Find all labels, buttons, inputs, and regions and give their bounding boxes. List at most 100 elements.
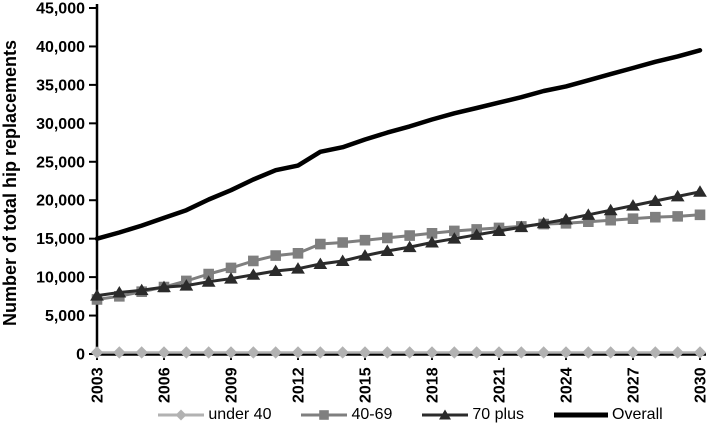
y-tick-label: 0 <box>76 347 85 364</box>
data-point-marker <box>426 227 438 239</box>
data-point-marker <box>224 272 238 284</box>
x-tick-label: 2006 <box>157 367 174 403</box>
legend-item-70-plus: 70 plus <box>422 406 524 424</box>
x-tick-label: 2012 <box>291 367 308 403</box>
legend-label-70-plus: 70 plus <box>472 406 524 423</box>
data-point-marker <box>650 211 661 223</box>
data-point-marker <box>315 238 326 250</box>
data-point-marker <box>203 268 214 280</box>
legend-swatch-under-40 <box>158 409 205 421</box>
data-point-marker <box>605 214 616 226</box>
data-point-marker <box>581 208 596 220</box>
data-point-marker <box>537 346 550 359</box>
data-point-marker <box>603 203 618 216</box>
y-tick-label: 10,000 <box>36 270 85 287</box>
legend-swatch-overall <box>554 412 608 418</box>
data-point-marker <box>559 212 573 225</box>
data-point-marker <box>359 234 371 246</box>
series-line-overall <box>94 48 703 241</box>
data-point-marker <box>90 346 104 359</box>
data-point-marker <box>202 346 215 359</box>
y-tick-label: 20,000 <box>36 193 85 210</box>
data-point-marker <box>381 346 394 359</box>
data-point-marker <box>269 346 282 359</box>
x-tick-label: 2024 <box>559 367 576 403</box>
data-point-marker <box>135 346 148 359</box>
x-tick-label: 2009 <box>224 367 241 403</box>
data-point-marker <box>270 250 281 261</box>
data-point-marker <box>90 289 104 301</box>
data-point-marker <box>425 346 439 359</box>
data-point-marker <box>449 225 460 237</box>
series-line-40-69 <box>95 213 702 301</box>
data-point-marker <box>492 346 506 359</box>
data-point-marker <box>358 249 372 261</box>
axes: 0 5,000 10,000 15,000 20,000 25,000 30,000 35,0… <box>36 1 709 404</box>
data-point-marker <box>358 346 372 359</box>
data-point-marker <box>447 232 462 244</box>
legend-swatch-40-69 <box>301 410 348 420</box>
y-tick-label: 5,000 <box>45 308 85 325</box>
data-point-marker <box>382 232 393 244</box>
data-point-marker <box>247 346 260 359</box>
data-point-marker <box>693 346 707 359</box>
data-point-marker <box>403 346 416 359</box>
data-point-marker <box>649 346 662 359</box>
legend-swatch-70-plus <box>422 409 469 420</box>
data-point-marker <box>694 209 706 221</box>
series-line-70-plus <box>95 190 702 298</box>
legend-item-overall: Overall <box>554 406 663 424</box>
data-point-marker <box>335 254 350 266</box>
series-under-40 <box>90 346 707 359</box>
data-point-marker <box>112 286 127 298</box>
legend-label-40-69: 40-69 <box>351 406 393 423</box>
square-marker-icon <box>319 410 330 420</box>
y-tick-label: 15,000 <box>36 231 85 248</box>
data-point-marker <box>404 230 415 241</box>
series-group <box>90 48 707 359</box>
data-point-marker <box>469 228 484 240</box>
data-point-marker <box>291 346 305 359</box>
data-point-marker <box>113 346 126 359</box>
data-point-marker <box>626 199 640 211</box>
data-point-marker <box>248 255 259 267</box>
legend-label-under-40: under 40 <box>208 406 272 423</box>
legend-label-overall: Overall <box>612 406 663 423</box>
data-point-marker <box>425 236 439 248</box>
y-tick-label: 35,000 <box>36 77 85 94</box>
data-point-marker <box>380 244 395 256</box>
triangle-marker-icon <box>439 409 452 420</box>
y-tick-label: 30,000 <box>36 116 85 133</box>
data-point-marker <box>225 262 237 274</box>
x-tick-label: 2003 <box>90 367 107 403</box>
data-point-marker <box>559 346 573 359</box>
x-tick-label: 2015 <box>358 367 375 403</box>
data-point-marker <box>157 280 171 293</box>
data-point-marker <box>337 237 348 248</box>
series-70-plus <box>90 185 707 301</box>
data-point-marker <box>201 275 216 287</box>
data-point-marker <box>180 346 193 359</box>
y-tick-label: 45,000 <box>36 1 85 18</box>
data-point-marker <box>470 346 483 359</box>
data-point-marker <box>313 257 328 270</box>
data-point-marker <box>672 211 683 222</box>
data-point-marker <box>627 213 639 224</box>
data-point-marker <box>134 283 149 296</box>
legend-item-under-40: under 40 <box>158 406 271 424</box>
y-tick-label: 40,000 <box>36 39 85 56</box>
data-point-marker <box>648 194 663 206</box>
data-point-marker <box>514 220 529 233</box>
diamond-marker-icon <box>175 409 187 421</box>
data-point-marker <box>582 346 595 359</box>
data-point-marker <box>268 264 283 276</box>
data-point-marker <box>671 346 684 359</box>
data-point-marker <box>157 346 171 359</box>
x-tick-label: 2018 <box>425 367 442 403</box>
data-point-marker <box>314 346 327 359</box>
data-point-marker <box>291 262 305 274</box>
data-point-marker <box>402 240 417 253</box>
data-point-marker <box>536 216 551 229</box>
